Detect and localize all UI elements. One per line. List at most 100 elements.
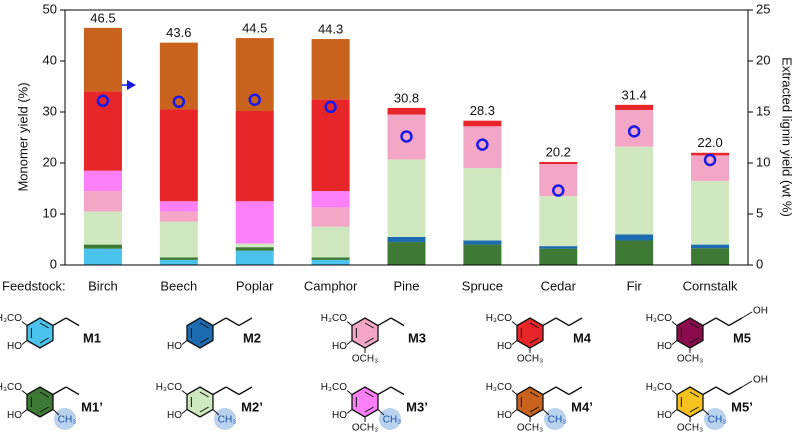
- lignin-point: [96, 94, 110, 108]
- bar-segment: [235, 201, 274, 244]
- group-label: OCH₃: [352, 354, 378, 365]
- bar-segment: [691, 180, 730, 245]
- bond: [377, 409, 385, 416]
- structure-label: M4: [573, 330, 592, 345]
- bond: [21, 409, 28, 414]
- chain-bond: [212, 386, 227, 396]
- bar-segment: [539, 248, 578, 265]
- chain-bond: [225, 386, 240, 396]
- bond: [542, 409, 550, 416]
- chain-bond: [542, 386, 557, 396]
- bar-segment: [83, 244, 122, 249]
- bond: [741, 380, 753, 388]
- chain-bond: [65, 386, 80, 396]
- group-label: CH₃: [708, 415, 727, 426]
- group-label: CH₃: [218, 415, 237, 426]
- bar-segment: [615, 146, 654, 235]
- y-tick-label: 40: [43, 52, 57, 67]
- y2-tick-label: 25: [756, 1, 770, 16]
- bar-segment: [311, 257, 350, 260]
- bond: [181, 390, 188, 395]
- group-label: HO: [167, 341, 182, 352]
- chain-bond: [728, 317, 743, 327]
- bar-segment: [83, 191, 122, 212]
- bond: [346, 409, 353, 414]
- chain-bond: [377, 386, 392, 396]
- chain-bond: [238, 386, 253, 396]
- bar-segment: [83, 170, 122, 192]
- bar-segment: [159, 221, 198, 258]
- bar-segment: [83, 91, 122, 171]
- structure: H₃CO HO OCH₃ CH₃ M4’: [486, 382, 593, 434]
- ring-bond: [689, 322, 699, 329]
- bond: [346, 321, 353, 326]
- group-label: H₃CO: [0, 382, 22, 393]
- ring-bond: [199, 337, 209, 344]
- chain-bond: [238, 317, 253, 327]
- group-label: OH: [753, 306, 768, 317]
- bond: [21, 340, 28, 345]
- bar-segment: [387, 236, 426, 243]
- bond: [21, 390, 28, 395]
- bar-segment: [691, 244, 730, 249]
- bar-segment: [311, 207, 350, 227]
- bond: [702, 409, 710, 416]
- bar-segment: [83, 248, 122, 265]
- ring-bond: [199, 322, 209, 329]
- lignin-point: [400, 130, 413, 143]
- chain-bond: [212, 317, 227, 327]
- group-label: H₃CO: [486, 382, 513, 393]
- lignin-point: [627, 125, 641, 138]
- bar-segment: [159, 259, 198, 265]
- chain-bond: [52, 386, 67, 396]
- group-label: OCH₃: [677, 354, 703, 365]
- ring-bond: [364, 322, 374, 329]
- chain-bond: [555, 317, 570, 327]
- group-label: HO: [657, 410, 672, 421]
- bar-segment: [159, 201, 198, 212]
- category-axis-label: Feedstock:: [2, 278, 66, 293]
- lignin-point: [476, 138, 489, 151]
- total-label: 44.3: [318, 22, 343, 37]
- bar-segment: [463, 168, 502, 241]
- y2-axis-label: Extracted lignin yield (wt %): [780, 57, 795, 217]
- bar-segment: [235, 38, 274, 111]
- lignin-point: [172, 95, 186, 109]
- bar-segment: [387, 159, 426, 237]
- bond: [511, 390, 518, 395]
- y-tick-label: 10: [43, 205, 57, 220]
- group-label: OCH₃: [352, 423, 378, 434]
- highlight: [544, 408, 566, 430]
- lignin-point: [703, 153, 717, 167]
- group-label: H₃CO: [646, 313, 673, 324]
- x-tick-label: Camphor: [304, 278, 358, 293]
- chain-bond: [702, 386, 717, 396]
- bar-segment: [235, 243, 274, 248]
- bar-segment: [463, 240, 502, 245]
- bar-segment: [539, 246, 578, 249]
- structure: H₃CO HO M1: [0, 313, 101, 352]
- group-label: HO: [167, 410, 182, 421]
- bar-segment: [311, 259, 350, 265]
- highlight: [379, 408, 401, 430]
- total-label: 31.4: [622, 87, 647, 102]
- x-tick-label: Cornstalk: [683, 278, 738, 293]
- structure-label: M5: [733, 330, 751, 345]
- bar-segment: [159, 109, 198, 202]
- total-label: 44.5: [242, 20, 267, 35]
- ring-bond: [364, 406, 374, 413]
- bar-segment: [615, 104, 654, 110]
- total-label: 30.8: [394, 90, 419, 105]
- group-label: H₃CO: [646, 382, 673, 393]
- group-label: HO: [657, 341, 672, 352]
- group-label: OCH₃: [517, 423, 543, 434]
- chain-bond: [715, 317, 730, 327]
- y2-tick-label: 10: [756, 154, 770, 169]
- total-label: 43.6: [166, 25, 191, 40]
- chain-bond: [225, 317, 240, 327]
- ring-bond: [689, 406, 699, 413]
- y-tick-label: 0: [50, 256, 57, 271]
- bar-segment: [159, 257, 198, 260]
- x-tick-label: Spruce: [462, 278, 503, 293]
